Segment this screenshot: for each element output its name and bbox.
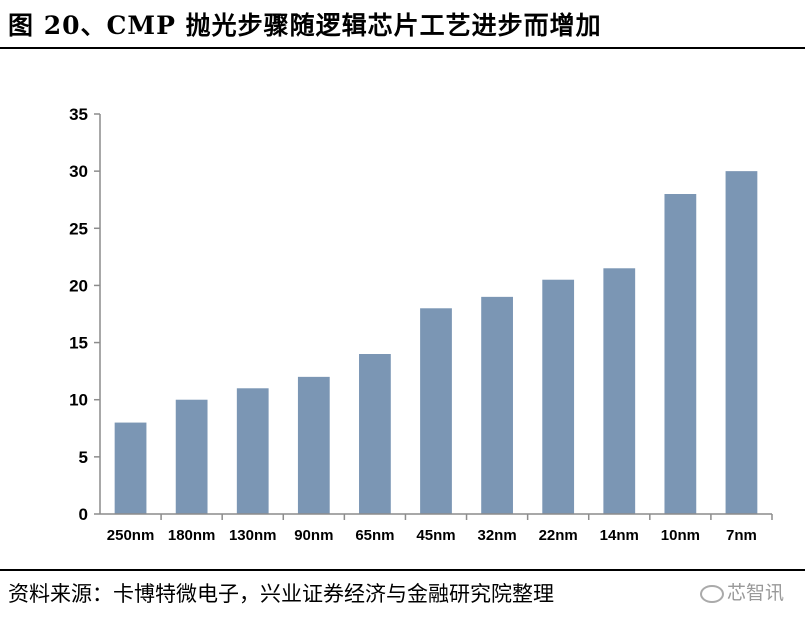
y-tick-label: 20 bbox=[69, 276, 88, 295]
y-tick-label: 5 bbox=[79, 448, 88, 467]
bar-10nm bbox=[664, 194, 697, 514]
bar-22nm bbox=[542, 279, 575, 514]
bar-90nm bbox=[297, 376, 330, 514]
source-rule bbox=[0, 569, 805, 571]
bar-65nm bbox=[359, 354, 391, 514]
y-axis-ticks: 0 5 10 15 20 25 30 35 bbox=[69, 105, 100, 524]
x-tick-label: 7nm bbox=[726, 527, 757, 544]
x-tick-label: 130nm bbox=[229, 527, 277, 544]
x-tick-label: 45nm bbox=[416, 527, 455, 544]
y-tick-label: 15 bbox=[69, 334, 88, 353]
bar-250nm bbox=[114, 422, 147, 514]
wechat-icon bbox=[700, 584, 724, 603]
x-tick-label: 10nm bbox=[661, 527, 700, 544]
bar-7nm bbox=[725, 171, 758, 514]
bar-chart: 0 5 10 15 20 25 30 35 250nm 180nm 130nm 90nm 65nm 45… bbox=[69, 105, 773, 544]
x-axis-ticks: 250nm 180nm 130nm 90nm 65nm 45nm 32nm 22nm 14nm 1… bbox=[107, 514, 773, 544]
bars bbox=[114, 171, 758, 514]
x-tick-label: 32nm bbox=[477, 527, 516, 544]
x-tick-label: 90nm bbox=[294, 527, 333, 544]
bar-45nm bbox=[420, 308, 452, 514]
bar-130nm bbox=[236, 388, 269, 514]
bar-180nm bbox=[175, 399, 208, 514]
y-tick-label: 25 bbox=[69, 219, 88, 238]
bar-32nm bbox=[481, 296, 513, 514]
y-tick-label: 10 bbox=[69, 391, 88, 410]
bar-14nm bbox=[603, 268, 636, 514]
watermark-text: 芯智讯 bbox=[727, 582, 785, 604]
y-tick-label: 30 bbox=[69, 162, 88, 181]
y-tick-label: 0 bbox=[79, 505, 88, 524]
x-tick-label: 180nm bbox=[168, 527, 216, 544]
watermark: 芯智讯 bbox=[700, 578, 784, 605]
x-tick-label: 14nm bbox=[600, 527, 639, 544]
x-tick-label: 22nm bbox=[539, 527, 578, 544]
x-tick-label: 65nm bbox=[355, 527, 394, 544]
title-rule bbox=[0, 47, 805, 49]
y-tick-label: 35 bbox=[69, 105, 88, 124]
source-note: 资料来源：卡博特微电子，兴业证券经济与金融研究院整理 bbox=[8, 582, 554, 606]
x-tick-label: 250nm bbox=[107, 527, 155, 544]
figure-title: 图 20、CMP 抛光步骤随逻辑芯片工艺进步而增加 bbox=[8, 11, 602, 40]
